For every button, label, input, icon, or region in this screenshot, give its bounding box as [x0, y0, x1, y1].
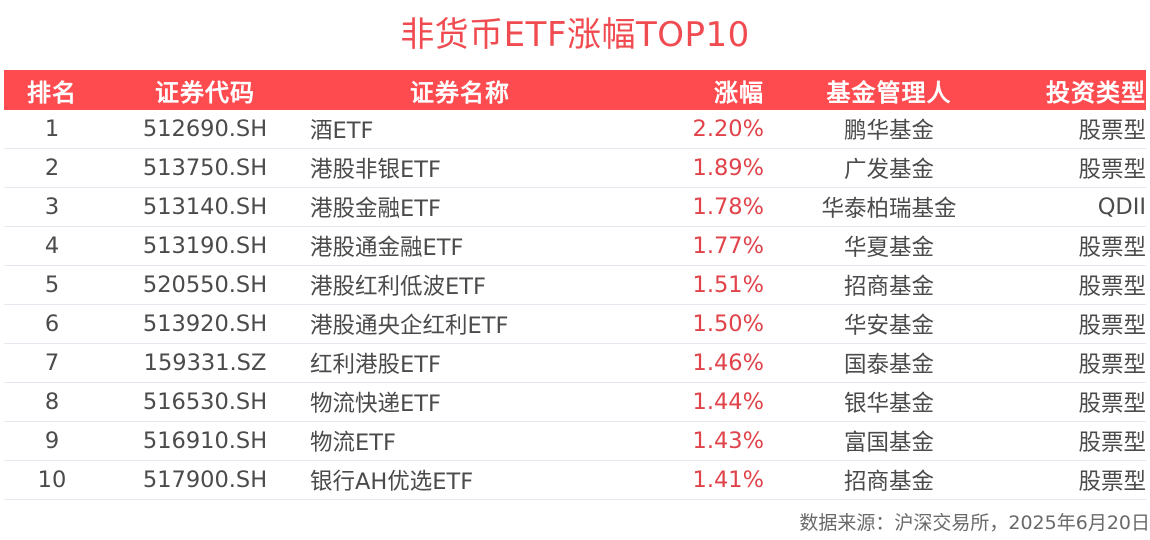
- table-row: 2 513750.SH 港股非银ETF 1.89% 广发基金 股票型: [4, 149, 1146, 188]
- cell-rank: 6: [44, 311, 60, 337]
- cell-code: 513920.SH: [142, 311, 268, 337]
- cell-manager: 招商基金: [843, 274, 934, 300]
- page-title: 非货币ETF涨幅TOP10: [400, 15, 750, 55]
- cell-type: 股票型: [1078, 430, 1146, 456]
- cell-manager: 华泰柏瑞基金: [821, 196, 957, 222]
- cell-manager: 招商基金: [843, 469, 934, 495]
- table-body: 1 512690.SH 酒ETF 2.20% 鹏华基金 股票型 2 513750.SH 港股非银…: [4, 110, 1146, 500]
- table-row: 7 159331.SZ 红利港股ETF 1.46% 国泰基金 股票型: [4, 344, 1146, 383]
- cell-rank: 2: [44, 155, 60, 181]
- cell-type: 股票型: [1078, 352, 1146, 378]
- cell-code: 516910.SH: [142, 428, 268, 454]
- cell-manager: 华安基金: [843, 313, 934, 339]
- table-row: 5 520550.SH 港股红利低波ETF 1.51% 招商基金 股票型: [4, 266, 1146, 305]
- cell-type: 股票型: [1078, 118, 1146, 144]
- cell-manager: 广发基金: [843, 157, 934, 183]
- cell-name: 物流ETF: [310, 430, 396, 456]
- cell-name: 港股通央企红利ETF: [310, 313, 509, 339]
- cell-code: 159331.SZ: [143, 350, 267, 376]
- cell-rank: 7: [44, 350, 60, 376]
- cell-type: 股票型: [1078, 313, 1146, 339]
- cell-name: 港股红利低波ETF: [310, 274, 486, 300]
- table-row: 9 516910.SH 物流ETF 1.43% 富国基金 股票型: [4, 422, 1146, 461]
- etf-ranking-table: 排名 证券代码 证券名称 涨幅 基金管理人 投资类型 1 512690.SH 酒ET…: [4, 70, 1146, 500]
- header-code: 证券代码: [155, 78, 255, 107]
- cell-code: 513190.SH: [142, 233, 268, 259]
- cell-manager: 华夏基金: [843, 235, 934, 261]
- cell-type: 股票型: [1078, 274, 1146, 300]
- cell-manager: 富国基金: [843, 430, 934, 456]
- table-header: 排名 证券代码 证券名称 涨幅 基金管理人 投资类型: [4, 70, 1146, 110]
- header-manager: 基金管理人: [826, 78, 952, 107]
- cell-name: 物流快递ETF: [310, 391, 441, 417]
- cell-name: 酒ETF: [310, 118, 374, 144]
- header-type: 投资类型: [1046, 78, 1146, 107]
- cell-name: 港股通金融ETF: [310, 235, 464, 261]
- table-row: 4 513190.SH 港股通金融ETF 1.77% 华夏基金 股票型: [4, 227, 1146, 266]
- cell-rank: 3: [44, 194, 60, 220]
- cell-code: 516530.SH: [142, 389, 268, 415]
- cell-manager: 银华基金: [843, 391, 934, 417]
- cell-manager: 鹏华基金: [843, 118, 934, 144]
- table-row: 3 513140.SH 港股金融ETF 1.78% 华泰柏瑞基金 QDII: [4, 188, 1146, 227]
- cell-rank: 9: [44, 428, 60, 454]
- cell-type: QDII: [1097, 194, 1146, 220]
- table-row: 6 513920.SH 港股通央企红利ETF 1.50% 华安基金 股票型: [4, 305, 1146, 344]
- cell-rank: 8: [44, 389, 60, 415]
- cell-name: 银行AH优选ETF: [310, 469, 474, 495]
- cell-type: 股票型: [1078, 469, 1146, 495]
- cell-code: 517900.SH: [142, 467, 268, 493]
- cell-name: 港股非银ETF: [310, 157, 441, 183]
- cell-code: 513750.SH: [142, 155, 268, 181]
- header-change: 涨幅: [714, 78, 764, 107]
- cell-rank: 5: [44, 272, 60, 298]
- cell-code: 513140.SH: [142, 194, 268, 220]
- cell-type: 股票型: [1078, 157, 1146, 183]
- cell-name: 红利港股ETF: [310, 352, 441, 378]
- cell-change: 2.20%: [692, 116, 764, 142]
- cell-change: 1.46%: [692, 350, 764, 376]
- cell-rank: 1: [44, 116, 60, 142]
- cell-type: 股票型: [1078, 391, 1146, 417]
- cell-manager: 国泰基金: [843, 352, 934, 378]
- header-rank: 排名: [27, 78, 77, 107]
- cell-change: 1.44%: [692, 389, 764, 415]
- table-row: 1 512690.SH 酒ETF 2.20% 鹏华基金 股票型: [4, 110, 1146, 149]
- cell-name: 港股金融ETF: [310, 196, 441, 222]
- cell-rank: 10: [37, 467, 67, 493]
- table-row: 10 517900.SH 银行AH优选ETF 1.41% 招商基金 股票型: [4, 461, 1146, 500]
- cell-change: 1.78%: [692, 194, 764, 220]
- cell-type: 股票型: [1078, 235, 1146, 261]
- cell-change: 1.41%: [692, 467, 764, 493]
- cell-code: 520550.SH: [142, 272, 268, 298]
- cell-change: 1.51%: [692, 272, 764, 298]
- data-source-note: 数据来源：沪深交易所，2025年6月20日: [799, 512, 1150, 534]
- header-name: 证券名称: [410, 78, 510, 107]
- cell-change: 1.43%: [692, 428, 764, 454]
- table-row: 8 516530.SH 物流快递ETF 1.44% 银华基金 股票型: [4, 383, 1146, 422]
- cell-code: 512690.SH: [142, 116, 268, 142]
- cell-change: 1.89%: [692, 155, 764, 181]
- cell-change: 1.77%: [692, 233, 764, 259]
- cell-change: 1.50%: [692, 311, 764, 337]
- cell-rank: 4: [44, 233, 60, 259]
